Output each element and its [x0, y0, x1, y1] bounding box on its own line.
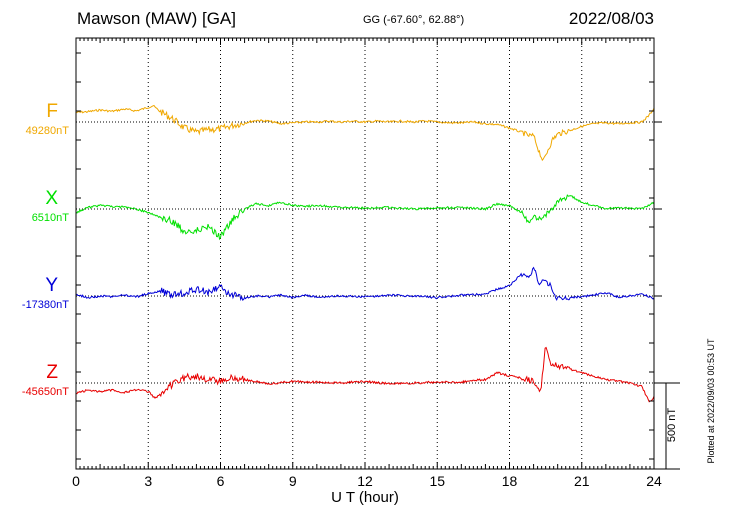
baseline-value-y: -17380nT [21, 299, 69, 311]
x-tick-label: 21 [573, 473, 590, 489]
gridlines [147, 38, 583, 469]
x-tick-label: 18 [501, 473, 518, 489]
channel-label-x: X [45, 188, 58, 209]
trace-z [75, 346, 655, 403]
x-axis-label: U T (hour) [331, 489, 399, 506]
baseline-value-f: 49280nT [25, 125, 69, 137]
channel-label-y: Y [45, 275, 58, 296]
x-tick-label: 12 [357, 473, 373, 489]
scale-bar-label: 500 nT [666, 407, 678, 443]
baseline-value-z: -45650nT [21, 386, 69, 398]
trace-x [75, 194, 655, 241]
scale-bar [654, 382, 680, 470]
x-tick-label: 3 [144, 473, 153, 489]
station-title: Mawson (MAW) [GA] [77, 9, 236, 28]
x-tick-label: 6 [216, 473, 225, 489]
trace-y [76, 266, 655, 302]
channel-label-z: Z [46, 362, 58, 383]
channel-label-f: F [46, 101, 58, 122]
baseline-value-x: 6510nT [31, 212, 69, 224]
channel-baselines [76, 121, 662, 384]
x-tick-label: 15 [429, 473, 446, 489]
axis-ticks [75, 38, 655, 469]
x-tick-label: 9 [288, 473, 297, 489]
x-tick-label: 24 [646, 473, 662, 489]
trace-f [75, 104, 655, 162]
station-coordinates: GG (-67.60°, 62.88°) [363, 14, 465, 26]
data-traces [75, 104, 655, 403]
date-label: 2022/08/03 [568, 9, 654, 28]
x-tick-label: 0 [72, 473, 80, 489]
plotted-timestamp: Plotted at 2022/09/03 00:53 UT [706, 338, 716, 464]
